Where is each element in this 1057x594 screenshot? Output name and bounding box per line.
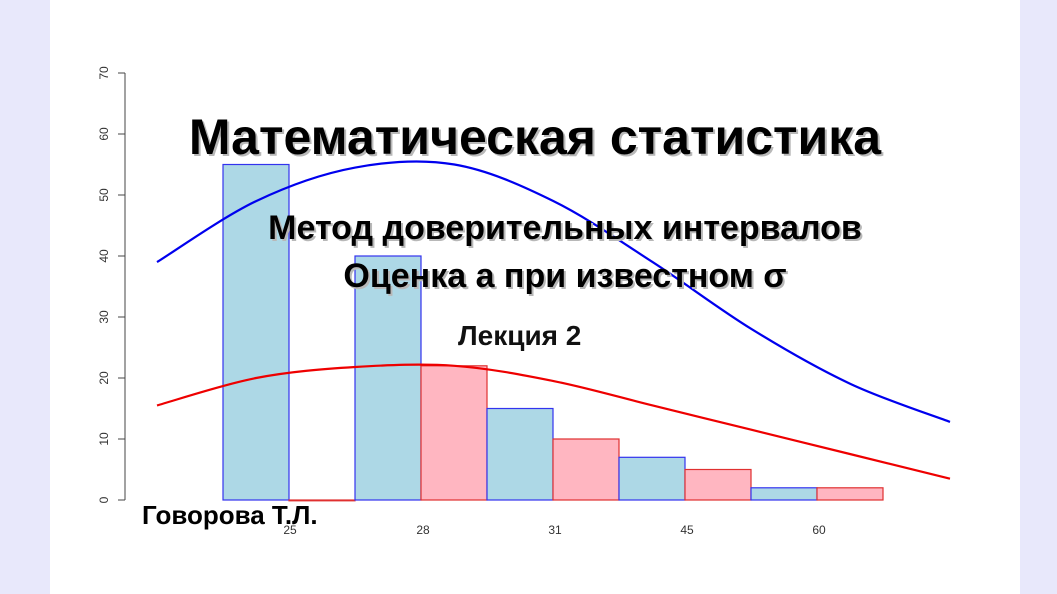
y-tick-label: 10 — [97, 432, 111, 446]
histogram-bar — [486, 407, 554, 501]
slide-subtitle-line1: Метод доверительных интервалов — [268, 209, 862, 247]
slide-subtitle-line2: Оценка a при известном σ — [343, 257, 787, 295]
y-tick-label: 40 — [97, 249, 111, 263]
author-label: Говорова Т.Л. — [142, 500, 318, 530]
x-tick-label: 45 — [680, 523, 694, 537]
histogram-bar — [222, 163, 290, 501]
y-tick-label: 20 — [97, 371, 111, 385]
y-tick-label: 60 — [97, 127, 111, 141]
histogram-chart: 0 10 20 30 40 50 60 70 25 28 31 45 60 — [97, 66, 951, 537]
x-tick-label: 31 — [548, 523, 562, 537]
histogram-bar — [618, 456, 686, 501]
histogram-bar — [750, 487, 818, 501]
slide: 0 10 20 30 40 50 60 70 25 28 31 45 60 Математическая… — [50, 0, 1020, 594]
histogram-bar — [684, 468, 752, 501]
slide-title: Математическая статистика — [188, 109, 882, 165]
y-tick-label: 50 — [97, 188, 111, 202]
y-tick-label: 70 — [97, 66, 111, 80]
histogram-bar — [816, 487, 884, 501]
x-tick-label: 28 — [416, 523, 430, 537]
histogram-bar — [552, 438, 620, 501]
x-tick-label: 60 — [812, 523, 826, 537]
x-tick-label: 25 — [283, 523, 297, 537]
y-tick-label: 30 — [97, 310, 111, 324]
red-density-curve — [156, 363, 951, 480]
lecture-label: Лекция 2 — [458, 320, 582, 351]
blue-density-curve — [156, 160, 951, 423]
y-tick-label: 0 — [97, 496, 111, 503]
histogram-bar — [420, 365, 488, 501]
